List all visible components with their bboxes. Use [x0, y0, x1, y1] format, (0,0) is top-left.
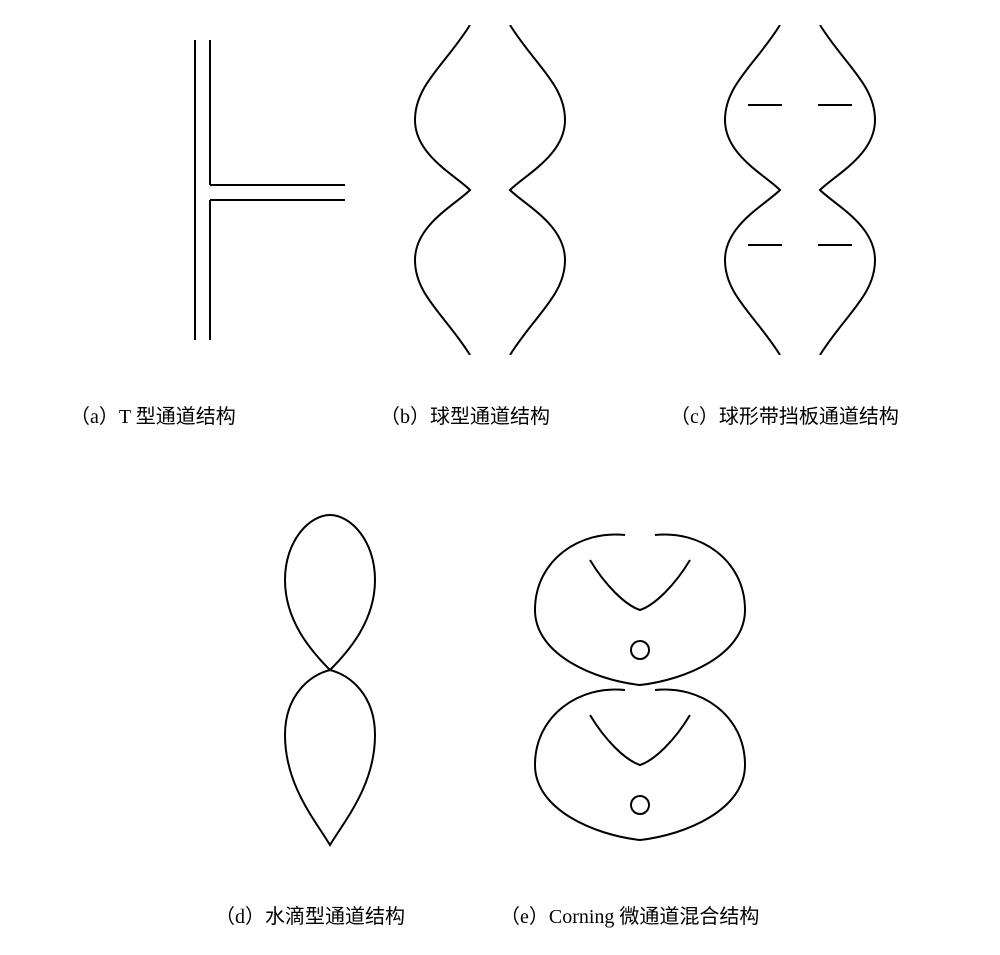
panel-c-figure — [710, 25, 890, 355]
panel-b-caption: （b）球型通道结构 — [380, 400, 550, 429]
panel-d-figure — [260, 510, 400, 850]
panel-a-figure — [135, 40, 345, 340]
panel-e-figure — [525, 530, 755, 850]
panel-d-caption: （d）水滴型通道结构 — [215, 900, 405, 929]
panel-a-caption: （a）T 型通道结构 — [70, 400, 236, 429]
panel-b-figure — [400, 25, 580, 355]
panel-c-caption: （c）球形带挡板通道结构 — [670, 400, 899, 429]
panel-e-caption: （e）Corning 微通道混合结构 — [500, 900, 759, 929]
